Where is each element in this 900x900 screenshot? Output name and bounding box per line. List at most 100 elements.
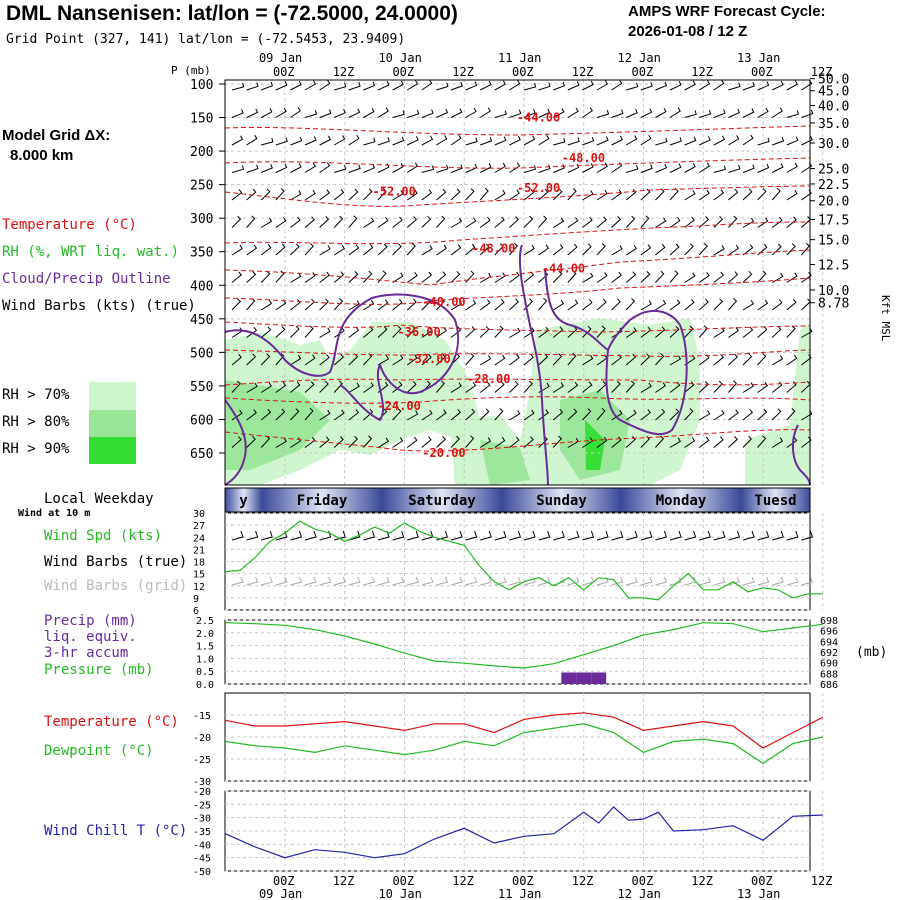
wind-barb: [436, 298, 446, 311]
wind-barb-true: [246, 530, 259, 541]
wind-barb: [655, 188, 665, 201]
wind-barb: [786, 272, 798, 283]
kft-tick-label: 50.0: [818, 73, 849, 88]
wind-barb: [567, 163, 580, 173]
wind-barb: [713, 436, 724, 448]
wind-barb: [771, 272, 784, 283]
cloud-outline: [224, 293, 460, 422]
wind-barb: [713, 380, 723, 393]
wind-tick-label: 9: [193, 594, 199, 605]
wind-barb: [319, 162, 331, 173]
weekday-label: Friday: [297, 493, 348, 509]
wind-barb-grid: [480, 576, 492, 586]
wind-barb: [669, 163, 682, 173]
wind-barb: [640, 108, 653, 118]
wind-barb: [406, 272, 418, 283]
wind-barb: [246, 271, 257, 283]
wind-barb: [742, 164, 755, 173]
wind-barb: [348, 435, 359, 448]
windchill-panel-frame: [224, 790, 811, 872]
wind-barb: [742, 382, 754, 393]
precip-accum-label: 3-hr accum: [44, 645, 129, 661]
weekday-segment: [621, 488, 741, 512]
bottom-hour-label: 12Z: [333, 874, 355, 888]
wind-barb: [640, 353, 651, 366]
wind-barb-true: [348, 530, 361, 541]
wind-barb: [552, 244, 564, 256]
wind-barb-true: [494, 530, 507, 541]
wind-barb: [290, 381, 301, 393]
wind-barb: [640, 271, 651, 283]
wind-barb: [479, 216, 491, 228]
wind-barb: [290, 163, 302, 173]
wind-barb-grid: [290, 576, 303, 586]
wind-barb: [246, 164, 259, 173]
kft-tick-label: 35.0: [818, 117, 849, 132]
temperature-contour-label: -52.00: [517, 181, 560, 195]
windchill-tick-label: -20: [193, 787, 211, 798]
wind-barb: [582, 272, 594, 283]
top-date-label: 10 Jan: [378, 51, 421, 65]
wind-barb: [552, 382, 564, 393]
wind-barb: [772, 136, 785, 146]
wind-barb: [479, 299, 491, 311]
wind-barb: [319, 189, 331, 201]
wind-barb: [742, 108, 755, 118]
precip-bar: [561, 672, 577, 684]
wind-barb: [436, 164, 449, 173]
cloud-outline: [224, 399, 247, 486]
wind-barb-grid: [231, 576, 244, 586]
wind-barb: [436, 409, 447, 421]
wind-barb: [304, 325, 314, 338]
wind-barb-true: [465, 530, 478, 541]
wind-barb: [523, 189, 535, 201]
temperature-contour: [224, 249, 811, 286]
xsection-frame: [224, 79, 811, 486]
wind-barb: [742, 81, 755, 91]
wind-barb: [684, 80, 696, 91]
wind-barb: [406, 325, 416, 338]
wind-barb: [465, 137, 478, 146]
pressure-tick-label: 400: [190, 279, 213, 294]
temperature-contour-label: -28.00: [467, 372, 510, 386]
wind-barb: [742, 408, 754, 421]
wind-barb-true: [407, 530, 419, 541]
wind-barb: [450, 217, 463, 228]
temperature-contour-label: -20.00: [422, 446, 465, 460]
wind-barb: [436, 436, 446, 448]
wind-barb: [757, 299, 769, 311]
wind-barb: [771, 107, 783, 118]
wind-barb: [260, 435, 271, 448]
wind-barb: [611, 79, 623, 91]
wind-barb: [246, 326, 258, 338]
legend-rh80-swatch: [89, 410, 136, 437]
wind-barb: [260, 326, 272, 338]
wind-barb: [231, 82, 245, 91]
wind-barb-grid: [728, 576, 741, 586]
wind-barb: [771, 408, 782, 421]
wind-barb: [684, 110, 697, 118]
wind-barb: [377, 107, 389, 118]
wind-barb: [669, 437, 681, 448]
wind-barb-grid: [246, 576, 259, 586]
windchill-tick-label: -35: [193, 827, 211, 838]
temperature-contour-label: -48.00: [472, 241, 515, 255]
wind-barb: [275, 437, 287, 448]
wind-barb: [363, 408, 374, 421]
wind-barb: [626, 165, 639, 173]
wind-barb: [625, 215, 636, 228]
pressure-tick-label: 550: [190, 380, 213, 395]
wind-barb: [333, 298, 344, 311]
wind-barb: [290, 136, 303, 146]
weekday-segment: [502, 488, 621, 512]
wind-barb: [567, 188, 577, 201]
wind-barb: [406, 189, 418, 201]
wind-barb: [538, 108, 551, 118]
wind-barb: [231, 436, 242, 448]
wind-barb: [582, 107, 593, 118]
wind-barb: [582, 437, 594, 448]
wind-barb: [333, 215, 344, 228]
wind-barb: [333, 409, 345, 421]
wind-barb-true: [757, 530, 770, 541]
pressure-line: [225, 622, 823, 669]
